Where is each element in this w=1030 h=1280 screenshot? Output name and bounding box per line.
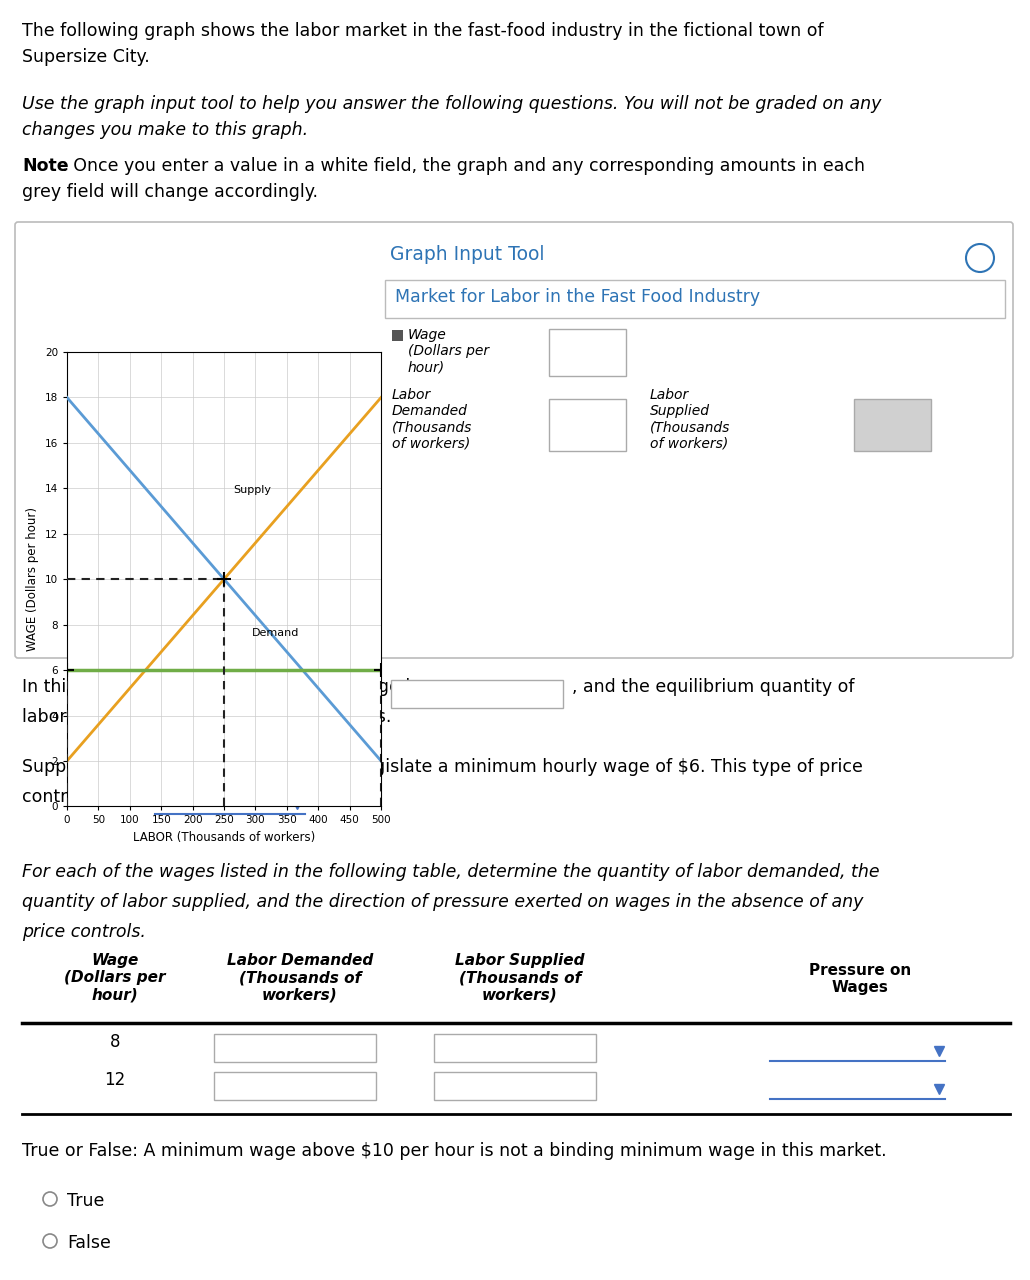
Text: Use the graph input tool to help you answer the following questions. You will no: Use the graph input tool to help you ans… — [22, 95, 882, 113]
Text: Supersize City.: Supersize City. — [22, 47, 149, 67]
Text: The following graph shows the labor market in the fast-food industry in the fict: The following graph shows the labor mark… — [22, 22, 824, 40]
FancyBboxPatch shape — [391, 680, 563, 708]
Text: quantity of labor supplied, and the direction of pressure exerted on wages in th: quantity of labor supplied, and the dire… — [22, 893, 863, 911]
Text: $: $ — [400, 689, 411, 707]
Text: price controls.: price controls. — [22, 923, 146, 941]
Y-axis label: WAGE (Dollars per hour): WAGE (Dollars per hour) — [26, 507, 39, 652]
Circle shape — [43, 1192, 57, 1206]
Text: Pressure on
Wages: Pressure on Wages — [809, 963, 912, 996]
FancyBboxPatch shape — [434, 1034, 596, 1062]
Text: Wage
(Dollars per
hour): Wage (Dollars per hour) — [408, 328, 489, 374]
Text: Market for Labor in the Fast Food Industry: Market for Labor in the Fast Food Indust… — [394, 288, 760, 306]
Text: : Once you enter a value in a white field, the graph and any corresponding amoun: : Once you enter a value in a white fiel… — [62, 157, 865, 175]
Bar — [385, 280, 1005, 317]
Text: thousand workers.: thousand workers. — [230, 708, 391, 726]
Text: Labor
Demanded
(Thousands
of workers): Labor Demanded (Thousands of workers) — [392, 388, 473, 451]
Circle shape — [43, 1234, 57, 1248]
FancyBboxPatch shape — [549, 399, 626, 451]
X-axis label: LABOR (Thousands of workers): LABOR (Thousands of workers) — [133, 831, 315, 844]
Text: , and the equilibrium quantity of: , and the equilibrium quantity of — [572, 678, 855, 696]
Text: ?: ? — [976, 250, 984, 265]
Text: Note: Note — [22, 157, 69, 175]
Text: In this market, the equilibrium hourly wage is: In this market, the equilibrium hourly w… — [22, 678, 419, 696]
Text: For each of the wages listed in the following table, determine the quantity of l: For each of the wages listed in the foll… — [22, 863, 880, 881]
Text: 8: 8 — [110, 1033, 121, 1051]
Text: Supply: Supply — [234, 485, 272, 495]
Text: 6: 6 — [582, 339, 592, 357]
FancyBboxPatch shape — [854, 399, 931, 451]
Text: labor is: labor is — [22, 708, 87, 726]
Text: Demand: Demand — [252, 628, 300, 637]
FancyBboxPatch shape — [214, 1073, 376, 1100]
Text: control is called a: control is called a — [22, 788, 176, 806]
Text: Suppose a senator introduces a bill to legislate a minimum hourly wage of $6. Th: Suppose a senator introduces a bill to l… — [22, 758, 863, 776]
Text: 500: 500 — [572, 413, 603, 431]
Bar — [392, 330, 403, 340]
FancyBboxPatch shape — [15, 221, 1012, 658]
Text: Labor
Supplied
(Thousands
of workers): Labor Supplied (Thousands of workers) — [650, 388, 730, 451]
Text: True: True — [67, 1192, 104, 1210]
FancyBboxPatch shape — [549, 329, 626, 376]
Text: Labor Supplied
(Thousands of
workers): Labor Supplied (Thousands of workers) — [455, 954, 585, 1002]
Text: changes you make to this graph.: changes you make to this graph. — [22, 122, 308, 140]
Text: 0: 0 — [887, 413, 897, 431]
FancyBboxPatch shape — [434, 1073, 596, 1100]
Text: Graph Input Tool: Graph Input Tool — [390, 244, 545, 264]
Text: .: . — [315, 788, 320, 806]
Text: Labor Demanded
(Thousands of
workers): Labor Demanded (Thousands of workers) — [227, 954, 373, 1002]
Text: grey field will change accordingly.: grey field will change accordingly. — [22, 183, 318, 201]
Text: False: False — [67, 1234, 111, 1252]
Text: 12: 12 — [104, 1071, 126, 1089]
Text: True or False: A minimum wage above $10 per hour is not a binding minimum wage i: True or False: A minimum wage above $10 … — [22, 1142, 887, 1160]
FancyBboxPatch shape — [214, 1034, 376, 1062]
Text: Wage
(Dollars per
hour): Wage (Dollars per hour) — [64, 954, 166, 1002]
Circle shape — [966, 244, 994, 271]
FancyBboxPatch shape — [99, 710, 221, 739]
